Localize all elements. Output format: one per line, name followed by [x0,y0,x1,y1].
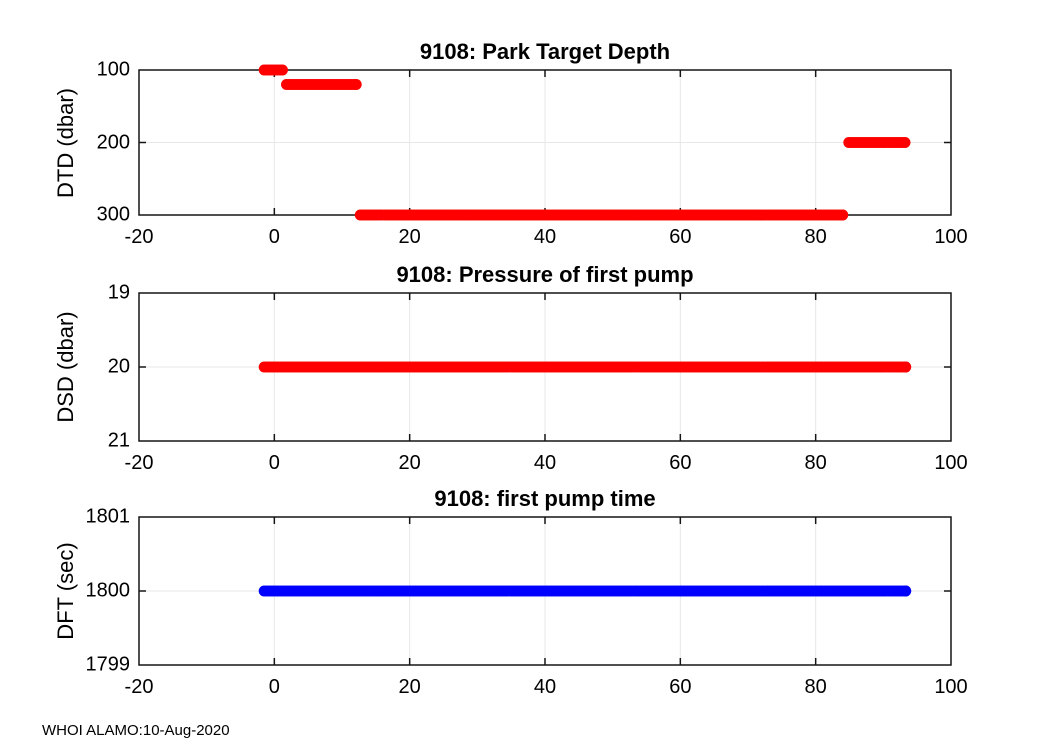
plot-area [138,292,952,442]
data-marker-segment [258,64,288,76]
plot-area [138,64,952,221]
x-tick-label: 40 [533,676,557,698]
data-marker [276,64,288,76]
y-tick-label: 1799 [85,653,131,676]
x-tick-label: 80 [804,452,827,474]
data-marker [350,79,362,90]
x-tick-label: 20 [398,452,421,474]
x-tick-label: 80 [804,676,827,698]
data-marker [900,585,912,597]
data-marker-segment [258,585,912,597]
y-tick-label: 21 [107,429,130,452]
data-marker-segment [843,137,911,148]
y-axis-label: DFT (sec) [53,542,78,640]
data-marker [837,209,849,221]
subplot-title: 9108: first pump time [434,486,656,511]
y-tick-label: 1801 [85,505,131,528]
plot-area [138,516,952,666]
x-tick-label: -20 [124,226,154,248]
y-tick-label: 1800 [85,579,131,602]
x-tick-label: -20 [124,452,154,474]
x-tick-label: 0 [268,676,280,698]
data-marker-segment [258,361,912,373]
x-tick-label: 60 [669,226,692,248]
y-tick-label: 200 [96,131,130,153]
data-marker-segment [281,79,362,90]
x-tick-label: 60 [669,676,692,698]
footer-annotation: WHOI ALAMO:10-Aug-2020 [42,722,230,739]
x-tick-label: 80 [804,226,827,248]
x-tick-label: 100 [934,226,968,248]
data-marker [900,361,912,373]
x-tick-label: 20 [398,676,421,698]
x-tick-label: 0 [268,226,280,248]
y-tick-label: 20 [107,355,130,378]
y-tick-label: 100 [96,58,130,81]
data-marker [899,137,911,148]
x-tick-label: 60 [669,452,692,474]
x-tick-label: 0 [268,452,280,474]
x-tick-label: 40 [533,226,557,248]
x-tick-label: 100 [934,676,968,698]
x-tick-label: 100 [934,452,968,474]
y-axis-label: DTD (dbar) [53,87,78,198]
x-tick-label: 20 [398,226,421,248]
data-marker-segment [354,209,849,221]
subplot-title: 9108: Park Target Depth [419,39,671,64]
subplot-title: 9108: Pressure of first pump [396,262,694,287]
y-axis-label: DSD (dbar) [53,311,78,423]
x-tick-label: 40 [533,452,557,474]
y-tick-label: 300 [96,203,130,226]
x-tick-label: -20 [124,676,154,698]
y-tick-label: 19 [107,281,130,304]
